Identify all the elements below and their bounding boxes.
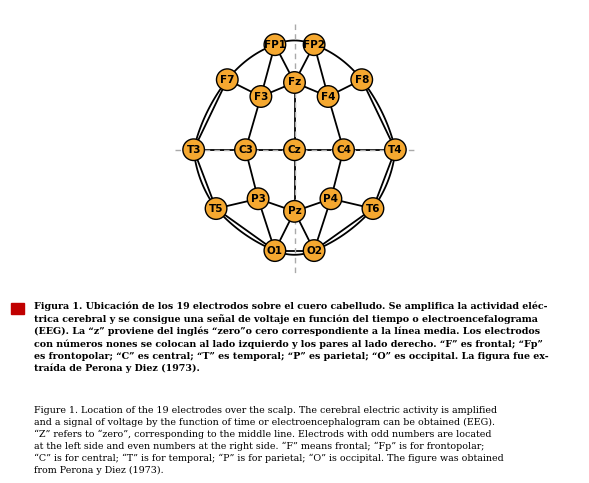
- Circle shape: [320, 188, 342, 210]
- Circle shape: [303, 34, 325, 56]
- Circle shape: [351, 69, 372, 90]
- Text: Figura 1. Ubicación de los 19 electrodos sobre el cuero cabelludo. Se amplifica : Figura 1. Ubicación de los 19 electrodos…: [34, 301, 549, 373]
- Circle shape: [284, 200, 305, 222]
- Text: F8: F8: [355, 75, 369, 85]
- Text: F4: F4: [321, 91, 335, 101]
- Text: T3: T3: [186, 145, 201, 155]
- Text: T6: T6: [366, 203, 380, 213]
- Circle shape: [250, 85, 272, 107]
- Text: FP1: FP1: [264, 40, 286, 50]
- Circle shape: [234, 139, 256, 160]
- Circle shape: [206, 198, 227, 219]
- Text: F7: F7: [220, 75, 234, 85]
- Circle shape: [284, 71, 305, 93]
- Text: Cz: Cz: [287, 145, 302, 155]
- Text: C3: C3: [238, 145, 253, 155]
- Circle shape: [264, 240, 286, 261]
- Text: Pz: Pz: [287, 206, 302, 216]
- Circle shape: [183, 139, 204, 160]
- Text: T4: T4: [388, 145, 403, 155]
- Circle shape: [264, 34, 286, 56]
- Text: FP2: FP2: [303, 40, 325, 50]
- Circle shape: [333, 139, 355, 160]
- Text: C4: C4: [336, 145, 351, 155]
- Text: P4: P4: [323, 194, 339, 204]
- Circle shape: [317, 85, 339, 107]
- Text: P3: P3: [251, 194, 266, 204]
- Bar: [11, 303, 24, 314]
- Circle shape: [284, 139, 305, 160]
- Circle shape: [362, 198, 383, 219]
- Text: O2: O2: [306, 245, 322, 256]
- Text: O1: O1: [267, 245, 283, 256]
- Circle shape: [385, 139, 406, 160]
- Text: Fz: Fz: [288, 77, 301, 87]
- Text: T5: T5: [209, 203, 223, 213]
- Text: F3: F3: [254, 91, 268, 101]
- Circle shape: [217, 69, 238, 90]
- Text: Figure 1. Location of the 19 electrodes over the scalp. The cerebral electric ac: Figure 1. Location of the 19 electrodes …: [34, 406, 504, 475]
- Circle shape: [303, 240, 325, 261]
- Circle shape: [247, 188, 269, 210]
